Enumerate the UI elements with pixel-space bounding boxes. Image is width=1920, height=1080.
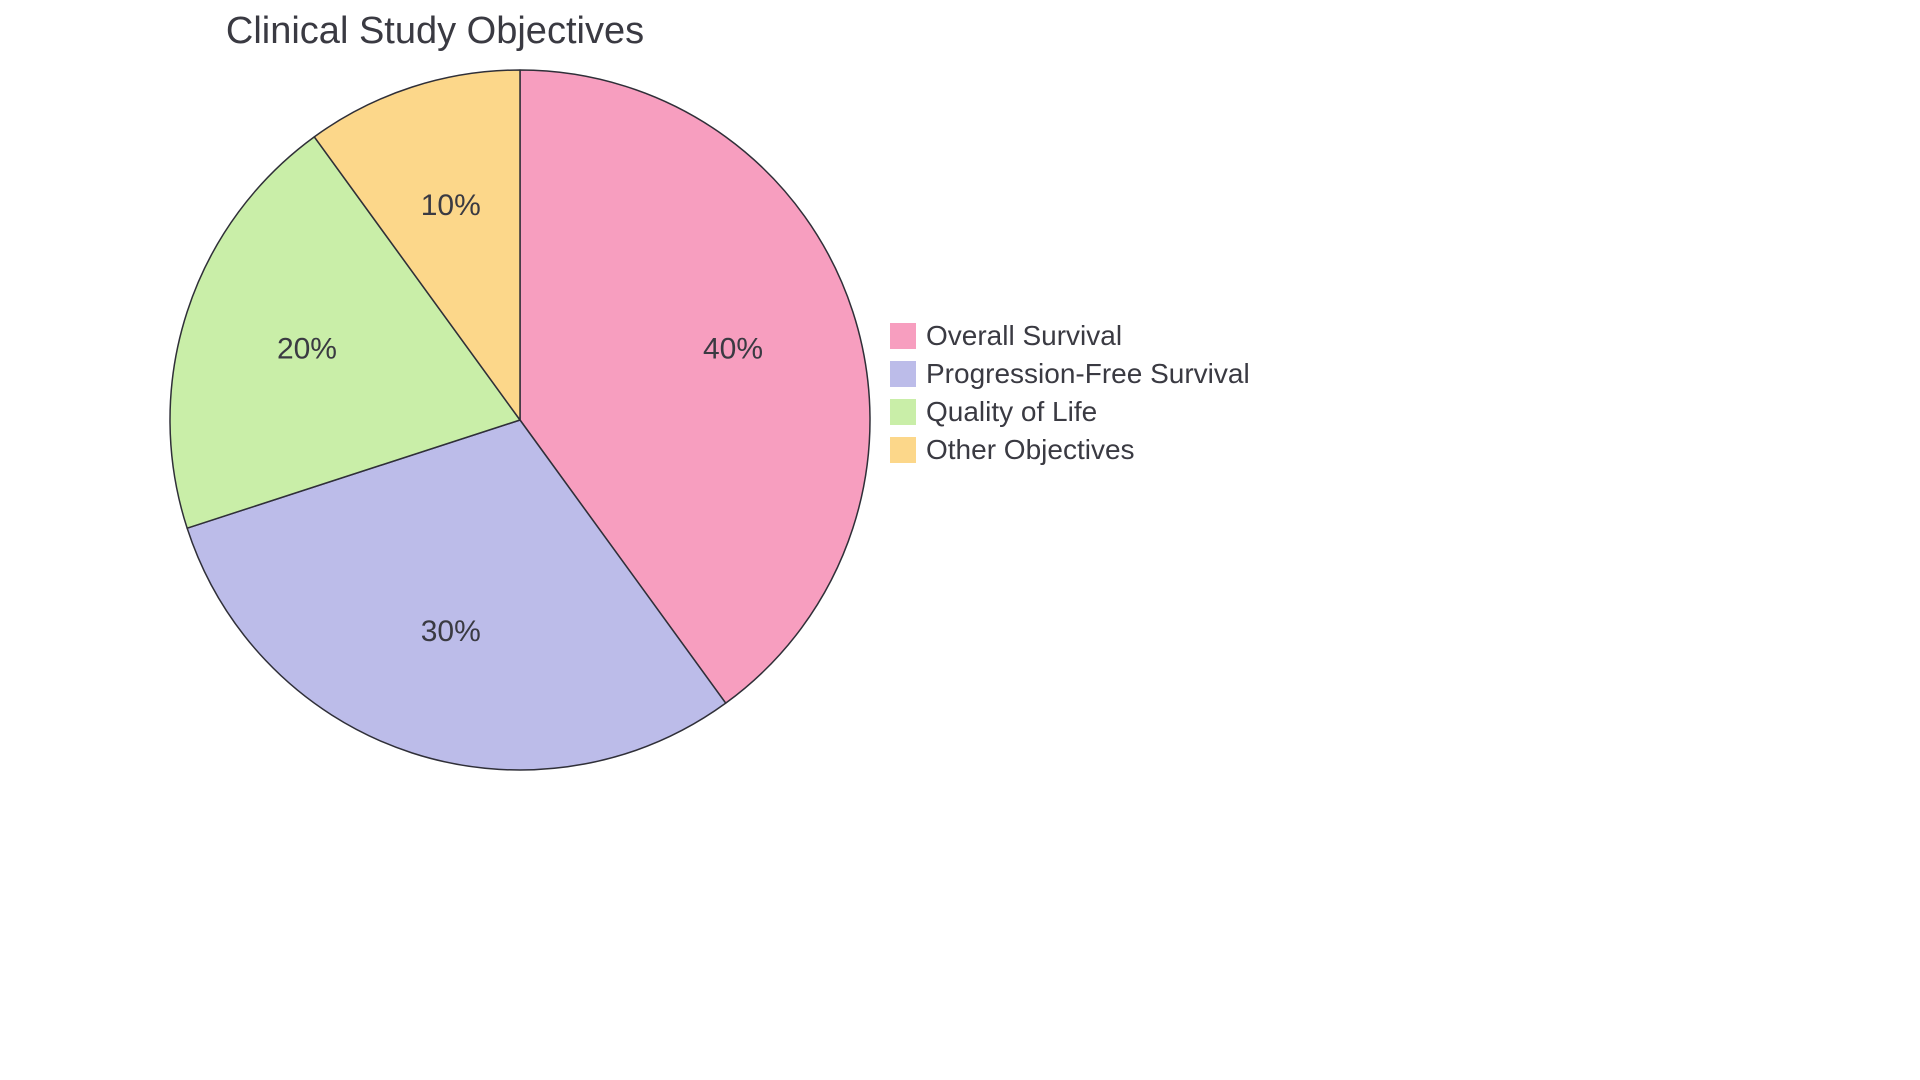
legend-label-1: Progression-Free Survival [926, 358, 1250, 390]
legend-item-2: Quality of Life [890, 396, 1250, 428]
slice-label-3: 10% [421, 189, 481, 222]
legend-swatch-1 [890, 361, 916, 387]
slice-label-2: 20% [277, 333, 337, 366]
slice-label-0: 40% [703, 333, 763, 366]
legend-item-0: Overall Survival [890, 320, 1250, 352]
legend-item-3: Other Objectives [890, 434, 1250, 466]
legend-swatch-0 [890, 323, 916, 349]
legend-label-0: Overall Survival [926, 320, 1122, 352]
legend-swatch-2 [890, 399, 916, 425]
legend-swatch-3 [890, 437, 916, 463]
slice-label-1: 30% [421, 615, 481, 648]
pie-chart-container: Clinical Study Objectives 40%30%20%10% O… [0, 0, 1440, 810]
legend: Overall Survival Progression-Free Surviva… [890, 320, 1250, 472]
legend-label-3: Other Objectives [926, 434, 1135, 466]
legend-label-2: Quality of Life [926, 396, 1097, 428]
legend-item-1: Progression-Free Survival [890, 358, 1250, 390]
